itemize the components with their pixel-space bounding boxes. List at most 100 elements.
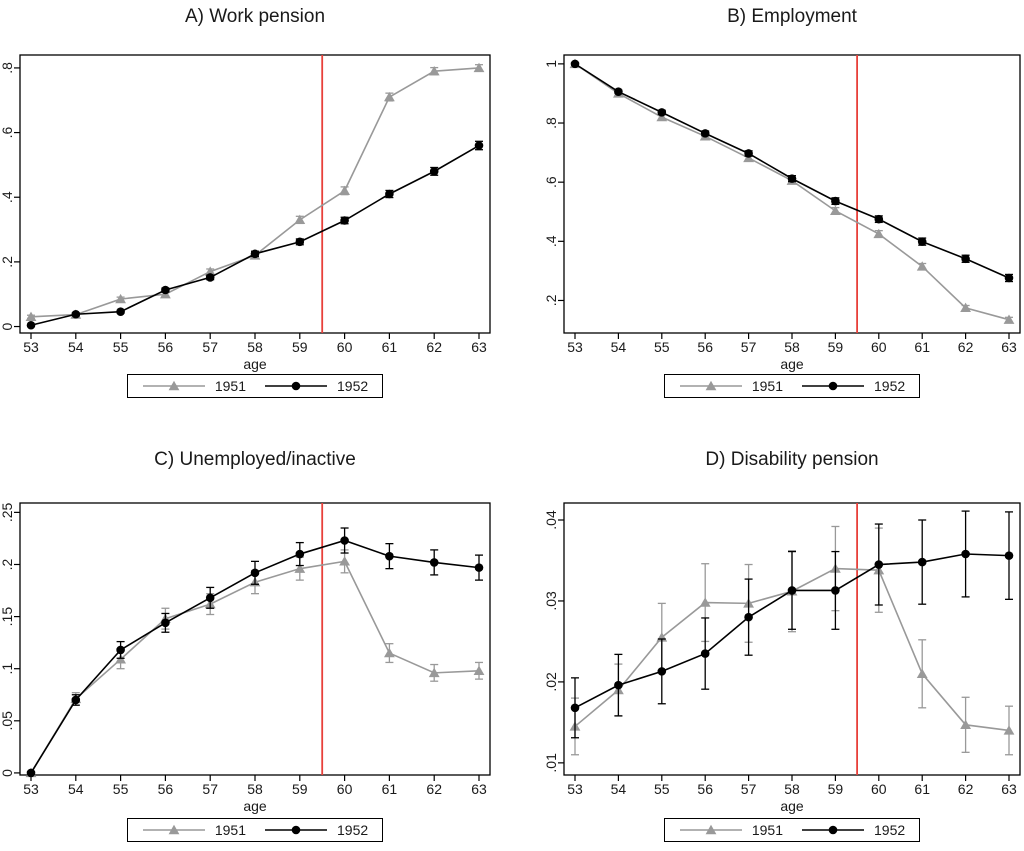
legend-label-1951: 1951 [214, 378, 246, 394]
x-tick-label: 55 [113, 781, 129, 797]
circle-marker-icon [26, 768, 36, 778]
x-tick-label: 63 [1001, 781, 1017, 797]
triangle-marker-icon [473, 665, 485, 675]
x-tick-label: 57 [741, 781, 757, 797]
x-tick-label: 57 [202, 339, 218, 355]
triangle-marker-icon [25, 311, 37, 322]
panel-title-employment: B) Employment [727, 6, 858, 27]
plot-disability-pension: D) Disability pension .01 .02 .03 .04 53 54 55… [543, 449, 1021, 814]
triangle-marker-icon [168, 380, 180, 391]
circle-marker-icon [917, 557, 927, 567]
legend-marker-1951-icon [679, 378, 743, 394]
x-tick-label: 58 [784, 781, 800, 797]
panel-employment: B) Employment .2 .4 .6 .8 1 53 54 55 56 57 58 59 60 6… [512, 0, 1024, 425]
triangle-marker-icon [339, 185, 350, 195]
legend-marker-1951-icon [679, 822, 743, 838]
y-tick-label: .4 [0, 191, 15, 203]
circle-marker-icon [614, 680, 623, 690]
x-axis-title: age [243, 356, 267, 372]
x-axis: 53 54 55 56 57 58 59 60 61 62 63 [23, 333, 487, 355]
y-tick-label: .02 [543, 672, 559, 692]
legend-label-1951: 1951 [214, 822, 246, 838]
plot-employment: B) Employment .2 .4 .6 .8 1 53 54 55 56 57 58 59 60 6… [543, 6, 1021, 372]
series-1951 [25, 62, 485, 322]
circle-marker-icon [1004, 273, 1014, 283]
x-tick-label: 62 [426, 781, 442, 797]
circle-marker-icon [161, 285, 170, 295]
x-tick-label: 61 [382, 781, 398, 797]
y-axis: 0 .05 .1 .15 .2 .25 [0, 502, 20, 777]
y-axis: .01 .02 .03 .04 [543, 510, 564, 773]
legend-disability-pension: 1951 1952 [564, 818, 1020, 842]
circle-marker-icon [205, 593, 215, 603]
x-axis-title: age [243, 798, 267, 814]
plot-border [563, 502, 1021, 776]
x-tick-label: 57 [202, 781, 218, 797]
legend-entry-1952: 1952 [264, 378, 368, 394]
x-tick-label: 59 [828, 339, 844, 355]
triangle-marker-icon [384, 91, 395, 102]
y-tick-label: .8 [0, 62, 15, 74]
x-axis: 53 54 55 56 57 58 59 60 61 62 63 [567, 775, 1017, 797]
x-tick-label: 56 [697, 781, 713, 797]
circle-marker-icon [116, 645, 125, 655]
y-tick-label: .15 [0, 607, 15, 627]
triangle-marker-icon [115, 293, 126, 304]
triangle-marker-icon [294, 563, 306, 573]
circle-marker-icon [429, 167, 439, 176]
circle-marker-icon [116, 307, 125, 316]
legend-entry-1951: 1951 [142, 822, 246, 838]
y-tick-label: .2 [0, 558, 15, 570]
x-tick-label: 58 [247, 339, 263, 355]
circle-marker-icon [657, 667, 667, 676]
triangle-marker-icon [339, 556, 350, 566]
x-tick-label: 59 [292, 781, 308, 797]
circle-marker-icon [570, 703, 580, 713]
plot-border [19, 54, 491, 334]
panel-title-unemployed-inactive: C) Unemployed/inactive [154, 449, 356, 470]
circle-marker-icon [71, 309, 81, 319]
x-tick-label: 60 [871, 339, 887, 355]
triangle-marker-icon [428, 667, 440, 678]
x-tick-label: 56 [158, 781, 174, 797]
legend-entry-1951: 1951 [679, 822, 783, 838]
triangle-marker-icon [705, 380, 717, 391]
y-tick-label: 0 [0, 769, 15, 777]
legend-label-1952: 1952 [874, 378, 906, 394]
y-tick-label: .4 [543, 235, 559, 247]
panel-unemployed-inactive: C) Unemployed/inactive 0.05.1.15.2.25 53 5… [0, 425, 512, 850]
legend-entry-1952: 1952 [801, 822, 905, 838]
triangle-marker-icon [168, 824, 180, 835]
circle-marker-icon [744, 612, 753, 622]
x-tick-label: 54 [611, 339, 627, 355]
series-line [30, 144, 480, 327]
x-tick-label: 53 [23, 339, 39, 355]
plot-border [563, 54, 1021, 334]
triangle-marker-icon [916, 261, 928, 271]
x-tick-label: 59 [828, 781, 844, 797]
circle-marker-icon [250, 568, 260, 578]
x-tick-label: 62 [958, 339, 974, 355]
triangle-marker-icon [294, 214, 306, 225]
x-tick-label: 53 [23, 781, 39, 797]
circle-marker-icon [474, 563, 484, 572]
circle-marker-icon [340, 216, 349, 225]
x-axis: 53 54 55 56 57 58 59 60 61 62 63 [567, 333, 1017, 355]
legend-label-1952: 1952 [874, 822, 906, 838]
y-tick-label: 0 [0, 322, 15, 330]
x-tick-label: 55 [654, 781, 670, 797]
y-tick-label: .04 [543, 510, 559, 530]
y-tick-label: .8 [543, 117, 559, 129]
circle-marker-icon [828, 825, 838, 835]
legend-marker-1952-icon [801, 378, 865, 394]
series-1952 [570, 510, 1014, 739]
x-tick-label: 53 [567, 339, 583, 355]
legend-marker-1951-icon [142, 822, 206, 838]
legend-marker-1952-icon [801, 822, 865, 838]
panel-work-pension: A) Work pension 0 .2 .4 .6 .8 53 54 55 56 57 58 59 6… [0, 0, 512, 425]
legend-entry-1952: 1952 [801, 378, 905, 394]
circle-marker-icon [874, 560, 884, 569]
y-tick-label: .2 [0, 256, 15, 268]
y-tick-label: .01 [543, 753, 559, 773]
